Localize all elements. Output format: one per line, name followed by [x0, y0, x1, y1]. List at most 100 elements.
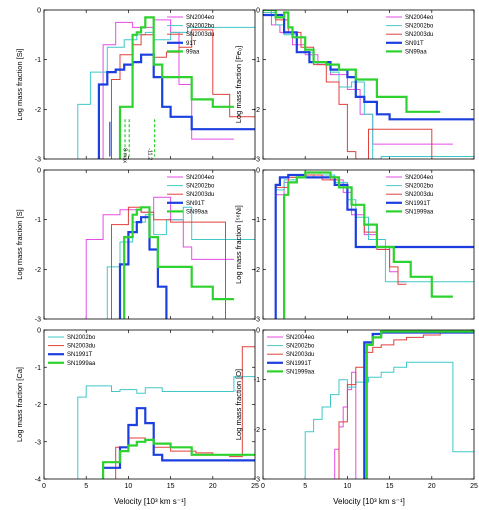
- series-sn99aa: [263, 10, 441, 113]
- legend-entry: SN1999aa: [405, 209, 434, 215]
- y-axis-label: Log mass fraction [⁵⁶Ni]: [234, 205, 243, 284]
- y-tick-label: -3: [35, 317, 41, 324]
- series-sn2003du: [111, 206, 226, 319]
- series-sn1999aa: [365, 330, 474, 479]
- y-tick-label: -1: [254, 57, 260, 64]
- series-sn2004eo: [334, 371, 357, 479]
- legend-entry: SN2002bo: [67, 335, 96, 341]
- y-tick-label: -1: [35, 217, 41, 224]
- series-91t: [97, 53, 255, 159]
- legend-entry: SN2004eo: [405, 175, 434, 181]
- series-sn1999aa: [283, 171, 453, 319]
- legend-entry: SN99aa: [405, 49, 427, 55]
- y-tick-label: 0: [256, 8, 260, 15]
- series-sn2003du: [111, 29, 255, 159]
- series-sn2004eo: [263, 10, 453, 145]
- y-tick-label: -2: [35, 107, 41, 114]
- series-sn2004eo: [85, 196, 234, 319]
- legend-entry: SN91T: [186, 201, 205, 207]
- series-sn2003du: [338, 332, 453, 479]
- legend-entry: SN2004eo: [186, 15, 215, 21]
- annotation: -11.2: [147, 148, 153, 160]
- y-tick-label: 0: [256, 328, 260, 335]
- legend-entry: SN2002bo: [405, 24, 434, 30]
- series-sn1991t: [363, 331, 474, 479]
- legend-entry: SN2003du: [405, 192, 433, 198]
- legend-entry: SN2004eo: [286, 335, 315, 341]
- annotation: 8 max: [121, 148, 127, 163]
- y-tick-label: -1: [254, 377, 260, 384]
- legend-entry: SN2003du: [67, 344, 95, 350]
- x-axis-label-right: Velocity [10³ km s⁻¹]: [333, 497, 405, 506]
- legend-entry: SN1991T: [67, 352, 93, 358]
- x-tick-label: 25: [251, 483, 259, 490]
- legend-entry: SN2003du: [186, 192, 214, 198]
- y-tick-label: -2: [254, 107, 260, 114]
- legend-entry: SN2002bo: [186, 24, 215, 30]
- y-tick-label: 0: [37, 168, 41, 175]
- y-tick-label: 0: [37, 328, 41, 335]
- legend-entry: SN1991T: [286, 361, 312, 367]
- legend: SN2004eo SN2002bo SN2003du SN1991T SN1999aa: [386, 175, 434, 215]
- plot-frame: [262, 9, 475, 160]
- legend: SN2004eo SN2002bo SN2003du SN91T SN99aa: [386, 15, 434, 55]
- y-tick-label: -1: [35, 365, 41, 372]
- legend-entry: SN2003du: [286, 352, 314, 358]
- x-tick-label: 0: [42, 483, 46, 490]
- legend-entry: SN1999aa: [286, 369, 315, 375]
- y-tick-label: -3: [254, 317, 260, 324]
- y-tick-label: 0: [256, 168, 260, 175]
- x-axis-label-left: Velocity [10³ km s⁻¹]: [114, 497, 186, 506]
- plot-frame: [43, 329, 256, 480]
- legend-entry: SN91T: [405, 41, 424, 47]
- legend: SN2002bo SN2003du SN1991T SN1999aa: [48, 335, 96, 367]
- series-sn99aa: [123, 206, 234, 319]
- legend-entry: 91T: [186, 41, 197, 47]
- x-tick-label: 10: [344, 483, 352, 490]
- plot-frame: [262, 169, 475, 320]
- series-sn2002bo: [304, 361, 474, 479]
- y-tick-label: -1: [254, 217, 260, 224]
- legend: SN2004eo SN2002bo SN2003du SN91T SN99aa: [167, 175, 215, 215]
- legend-entry: SN99aa: [186, 209, 208, 215]
- x-tick-label: 0: [261, 483, 265, 490]
- y-tick-label: -2: [254, 267, 260, 274]
- x-tick-label: 15: [167, 483, 175, 490]
- x-tick-label: 10: [125, 483, 133, 490]
- x-tick-label: 20: [209, 483, 217, 490]
- x-tick-label: 20: [428, 483, 436, 490]
- plot-frame: [43, 9, 256, 160]
- legend-entry: SN2003du: [405, 32, 433, 38]
- legend-entry: SN2003du: [186, 32, 214, 38]
- y-axis-label: Log mass fraction [Ca]: [15, 367, 24, 442]
- panel-ca: 0 5 10 15 20 25 0 -1 -2 -3 -4 Log mass fraction [Ca…: [15, 328, 259, 491]
- y-tick-label: -2: [254, 427, 260, 434]
- y-axis-label: Log mass fraction [Si]: [15, 48, 24, 120]
- y-axis-label: Log mass fraction [S]: [15, 209, 24, 279]
- legend-entry: SN2002bo: [186, 184, 215, 190]
- y-axis-label: Log mass fraction [O]: [234, 369, 243, 440]
- legend-entry: SN2002bo: [405, 184, 434, 190]
- legend-entry: 99aa: [186, 49, 200, 55]
- y-axis-label: Log mass fraction [Fe₀]: [234, 46, 243, 123]
- plot-frame: [43, 169, 256, 320]
- x-tick-label: 15: [386, 483, 394, 490]
- y-tick-label: -3: [254, 157, 260, 164]
- y-tick-label: -4: [35, 477, 41, 484]
- y-tick-label: -2: [35, 267, 41, 274]
- y-tick-label: -3: [254, 477, 260, 484]
- series-sn1999aa: [101, 438, 255, 479]
- y-tick-label: -1: [35, 57, 41, 64]
- legend-entry: SN1999aa: [67, 361, 96, 367]
- y-tick-label: 0: [37, 8, 41, 15]
- legend-entry: SN1991T: [405, 201, 431, 207]
- y-tick-label: -3: [35, 439, 41, 446]
- y-tick-label: -2: [35, 402, 41, 409]
- x-tick-label: 5: [303, 483, 307, 490]
- series-sn2002bo: [77, 376, 255, 479]
